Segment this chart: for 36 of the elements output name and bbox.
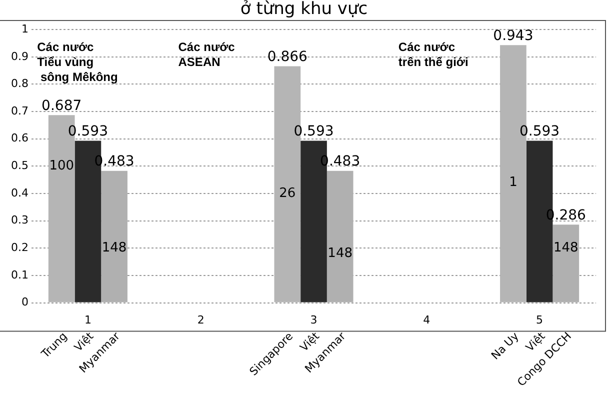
x-tick-label: 4: [423, 313, 430, 326]
data-label: 0.593: [68, 123, 108, 140]
annotation: 100: [49, 158, 74, 174]
y-tick-label: 0.1: [10, 268, 28, 282]
x-tick-label: 1: [84, 313, 92, 326]
annotation: 26: [279, 186, 296, 201]
y-tick-label: 0.6: [10, 132, 28, 145]
bar: [552, 224, 580, 302]
y-tick-label: 0.2: [10, 241, 28, 254]
y-tick-label: 0.3: [10, 214, 28, 227]
annotation: 148: [328, 246, 353, 261]
y-tick-label: 0: [21, 296, 28, 309]
y-tick-label: 0.5: [10, 159, 28, 172]
annotation: Các nước ASEAN: [178, 40, 236, 69]
annotation: Na Uy: [488, 329, 522, 362]
x-tick-label: 5: [536, 313, 544, 326]
data-label: 0.866: [267, 48, 308, 65]
data-label: 0.943: [493, 28, 534, 44]
annotation: 148: [553, 240, 578, 256]
y-tick-label: 0.7: [10, 104, 28, 118]
chart-title: ở từng khu vực: [239, 0, 369, 19]
annotation: 148: [102, 240, 127, 256]
y-tick-label: 0.4: [10, 186, 28, 200]
data-label: 0.593: [520, 123, 560, 140]
bar: [326, 170, 354, 302]
annotation: 1: [509, 174, 518, 190]
data-label: 0.593: [294, 123, 334, 140]
annotation: Các nước trên thế giới: [398, 40, 468, 69]
annotation: Các nước Tiểu vùng sông Mêkông: [37, 40, 118, 84]
x-tick-label: 2: [197, 313, 204, 326]
x-tick-label: 3: [310, 313, 318, 326]
y-tick-label: 1: [21, 22, 28, 36]
data-label: 0.687: [42, 98, 82, 114]
bar: [101, 170, 128, 302]
y-tick-label: 0.8: [10, 77, 28, 90]
y-tick-label: 0.9: [10, 50, 28, 63]
